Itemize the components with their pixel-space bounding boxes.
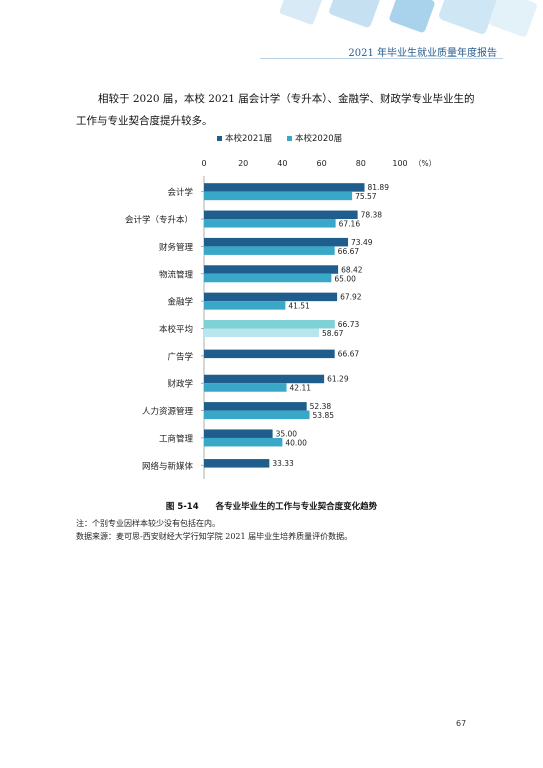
value-label-2021: 61.29 — [327, 375, 349, 384]
bar-2020 — [204, 191, 353, 201]
value-label-2021: 66.67 — [338, 350, 360, 359]
category-label: 广告学 — [167, 351, 193, 362]
category-label: 会计学（专升本） — [125, 215, 193, 226]
bar-2020 — [204, 328, 319, 337]
legend-label-1: 本校2020届 — [295, 133, 342, 144]
bar-2020 — [204, 383, 287, 392]
page-number: 67 — [456, 719, 467, 728]
figure-caption: 图 5-14 各专业毕业生的工作与专业契合度变化趋势 — [0, 500, 543, 512]
bar-2021 — [204, 210, 358, 220]
value-label-2021: 68.42 — [341, 265, 363, 274]
bar-2021 — [204, 402, 307, 411]
bar-2021 — [204, 429, 273, 438]
value-label-2021: 66.73 — [338, 320, 360, 329]
bar-2021 — [204, 183, 365, 192]
legend-label-0: 本校2021届 — [225, 133, 272, 144]
value-label-2020: 66.67 — [338, 247, 360, 256]
category-label: 会计学 — [167, 187, 193, 198]
bar-2021 — [204, 349, 335, 359]
category-label: 物流管理 — [159, 269, 194, 280]
x-tick-label: 100 — [392, 159, 407, 168]
bar-2021 — [204, 374, 325, 384]
x-unit-label: （%） — [414, 159, 436, 168]
value-label-2020: 40.00 — [285, 438, 307, 447]
x-tick-label: 80 — [356, 159, 366, 168]
category-label: 人力资源管理 — [142, 406, 194, 417]
x-tick-label: 0 — [201, 159, 206, 168]
bar-2021 — [204, 459, 270, 468]
category-label: 网络与新媒体 — [142, 461, 194, 472]
bar-2021 — [204, 265, 339, 274]
value-label-2020: 41.51 — [288, 302, 310, 311]
bar-2021 — [204, 292, 338, 302]
intro-paragraph: 相较于 2020 届，本校 2021 届会计学（专升本）、金融学、财政学专业毕业… — [76, 93, 475, 127]
bar-2020 — [204, 219, 336, 228]
category-label: 金融学 — [167, 297, 193, 308]
bar-2020 — [204, 273, 332, 283]
category-label: 财政学 — [167, 379, 193, 390]
category-label: 本校平均 — [159, 324, 193, 335]
value-label-2020: 67.16 — [339, 220, 361, 229]
legend-swatch-1 — [287, 136, 292, 141]
bar-2020 — [204, 437, 283, 447]
legend-swatch-0 — [217, 136, 222, 141]
header-title: 2021 年毕业生就业质量年度报告 — [348, 48, 497, 59]
value-label-2020: 53.85 — [313, 411, 335, 420]
bar-2020 — [204, 301, 286, 310]
value-label-2020: 75.57 — [355, 192, 377, 201]
value-label-2020: 58.67 — [322, 329, 344, 338]
header-decoration — [279, 0, 537, 37]
category-label: 工商管理 — [159, 433, 194, 444]
bar-2021 — [204, 237, 349, 247]
figure-number: 图 5-14 — [165, 502, 199, 512]
major-fit-bar-chart: 本校2021届 本校2020届 0 20 40 60 80 100 （%） 会计学 81.8975.… — [125, 133, 436, 479]
header-divider — [260, 58, 503, 59]
figure-title: 各专业毕业生的工作与专业契合度变化趋势 — [215, 502, 378, 512]
bar-2021 — [204, 320, 335, 329]
value-label-2021: 81.89 — [368, 183, 390, 192]
bar-2020 — [204, 410, 310, 420]
bar-2020 — [204, 246, 335, 255]
value-label-2021: 73.49 — [351, 238, 373, 247]
footnote: 注：个别专业因样本较少没有包括在内。 — [76, 519, 220, 528]
value-label-2021: 35.00 — [276, 429, 298, 438]
data-source: 数据来源：麦可思-西安财经大学行知学院 2021 届毕业生培养质量评价数据。 — [76, 532, 353, 541]
x-tick-label: 40 — [277, 159, 287, 168]
x-tick-label: 20 — [238, 159, 248, 168]
category-label: 财务管理 — [159, 242, 194, 253]
value-label-2020: 42.11 — [290, 384, 312, 393]
value-label-2021: 67.92 — [340, 293, 362, 302]
value-label-2020: 65.00 — [334, 274, 356, 283]
value-label-2021: 52.38 — [310, 402, 332, 411]
value-label-2021: 78.38 — [361, 211, 383, 220]
value-label-2021: 33.33 — [272, 459, 294, 468]
x-tick-label: 60 — [317, 159, 327, 168]
